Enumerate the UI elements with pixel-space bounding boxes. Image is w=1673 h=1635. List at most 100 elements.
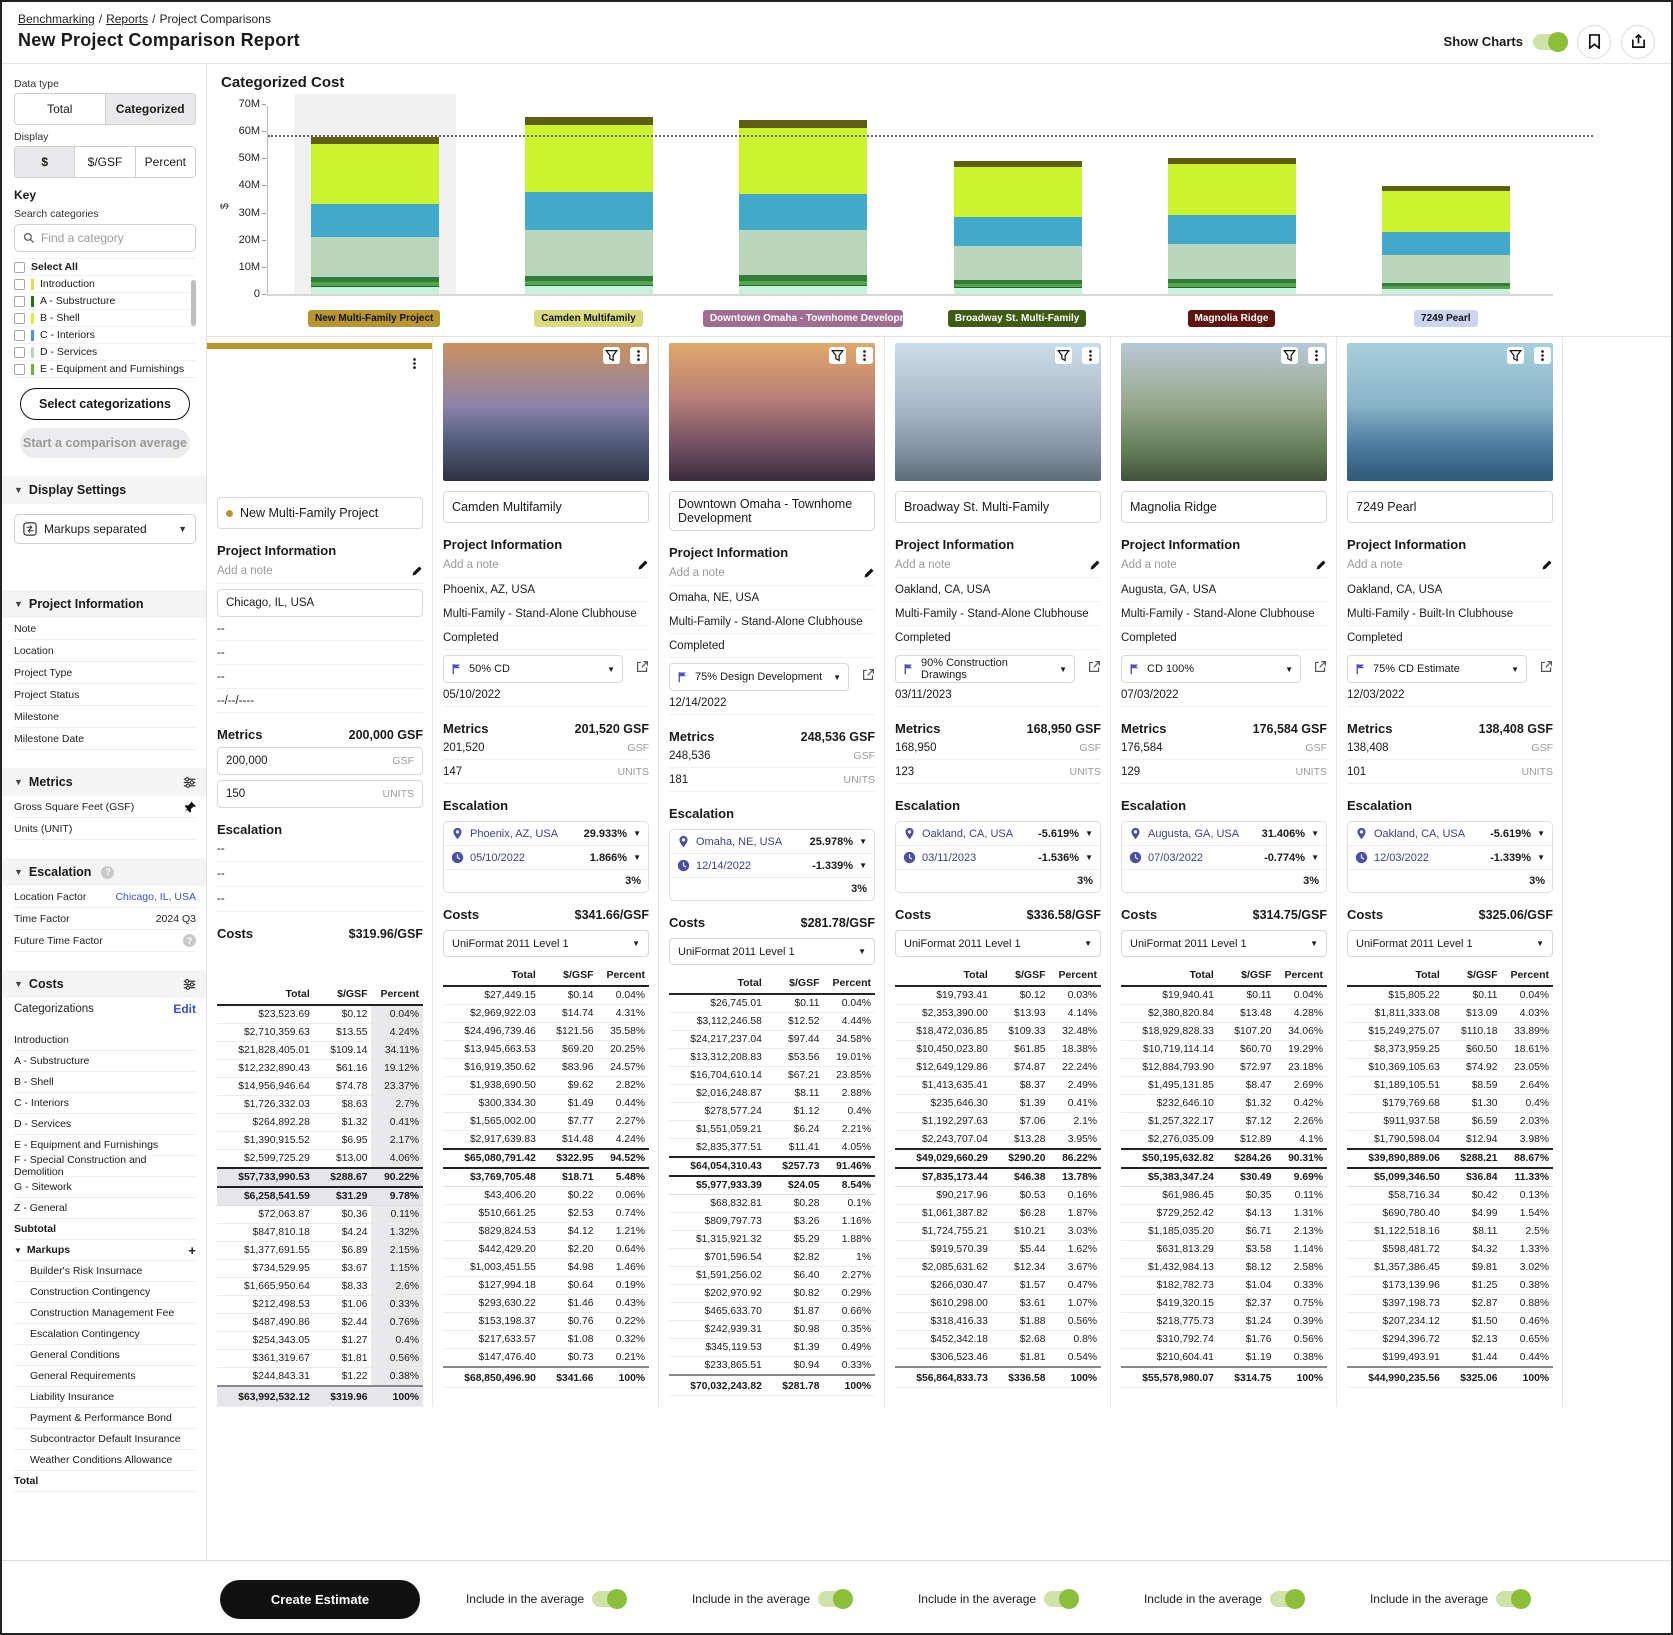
project-photo[interactable] <box>895 343 1101 481</box>
bar-segment-f-special-construction-and-demolition[interactable] <box>311 285 440 287</box>
bar-segment-c-interiors[interactable] <box>953 217 1082 246</box>
filter-icon[interactable] <box>829 347 846 364</box>
costs-section-header[interactable]: ▼ Costs <box>2 970 206 998</box>
add-note-field[interactable]: Add a note <box>669 560 875 586</box>
checkbox[interactable] <box>14 312 25 324</box>
location-input[interactable]: Chicago, IL, USA <box>217 589 423 617</box>
filter-icon[interactable] <box>1281 347 1298 364</box>
data-type-option-categorized[interactable]: Categorized <box>104 94 195 124</box>
bar-segment-e-equipment-and-furnishings[interactable] <box>525 275 654 281</box>
kebab-menu-icon[interactable] <box>630 347 647 364</box>
pencil-icon[interactable] <box>411 565 423 577</box>
bar-segment-e-equipment-and-furnishings[interactable] <box>311 277 440 283</box>
display-option--gsf[interactable]: $/GSF <box>74 147 135 177</box>
open-milestone-icon[interactable] <box>1314 660 1327 673</box>
time-escalation-row[interactable]: 12/14/2022 -1.339% ▼ <box>670 854 874 878</box>
project-name-box[interactable]: Broadway St. Multi-Family <box>895 491 1101 523</box>
include-average-toggle[interactable] <box>1496 1589 1532 1609</box>
checkbox[interactable] <box>14 261 25 273</box>
bar-segment-c-interiors[interactable] <box>1167 215 1296 245</box>
bar-segment-f-special-construction-and-demolition[interactable] <box>1167 286 1296 288</box>
stacked-bar[interactable] <box>739 120 868 294</box>
edit-categorizations-link[interactable]: Edit <box>173 1002 196 1016</box>
stacked-bar[interactable] <box>1167 157 1296 294</box>
select-all-row[interactable]: Select All <box>14 258 196 275</box>
bar-segment-e-equipment-and-furnishings[interactable] <box>1381 282 1510 287</box>
milestone-dropdown[interactable]: CD 100% ▼ <box>1121 655 1301 683</box>
bar-segment-e-equipment-and-furnishings[interactable] <box>953 279 1082 284</box>
stacked-bar[interactable] <box>311 137 440 294</box>
metrics-section-header[interactable]: ▼ Metrics <box>2 768 206 796</box>
bar-segment-f-special-construction-and-demolition[interactable] <box>953 286 1082 288</box>
project-chip[interactable]: Magnolia Ridge <box>1187 310 1276 327</box>
pencil-icon[interactable] <box>1541 559 1553 571</box>
checkbox[interactable] <box>14 278 25 290</box>
project-chip[interactable]: 7249 Pearl <box>1414 310 1478 327</box>
breadcrumb-reports[interactable]: Reports <box>106 12 149 26</box>
bar-segment-a-substructure[interactable] <box>525 285 654 294</box>
project-chip[interactable]: New Multi-Family Project <box>307 310 441 327</box>
display-settings-section-header[interactable]: ▼ Display Settings <box>2 476 206 504</box>
add-note-field[interactable]: Add a note <box>895 552 1101 578</box>
bar-segment-d-services[interactable] <box>1167 244 1296 280</box>
location-escalation-row[interactable]: Oakland, CA, USA -5.619% ▼ <box>1348 822 1552 846</box>
pencil-icon[interactable] <box>1315 559 1327 571</box>
bar-segment-b-shell[interactable] <box>1167 163 1296 216</box>
bar-segment-b-shell[interactable] <box>1381 190 1510 233</box>
checkbox[interactable] <box>14 295 25 307</box>
show-charts-toggle[interactable] <box>1533 31 1568 52</box>
category-row[interactable]: A - Substructure <box>14 292 196 309</box>
add-note-field[interactable]: Add a note <box>217 558 423 584</box>
bar-segment-g-sitework[interactable] <box>953 283 1082 287</box>
bookmark-button[interactable] <box>1577 24 1611 59</box>
sliders-icon[interactable] <box>183 776 196 789</box>
time-escalation-row[interactable]: 07/03/2022 -0.774% ▼ <box>1122 846 1326 870</box>
checkbox[interactable] <box>14 346 25 358</box>
project-name-box[interactable]: Camden Multifamily <box>443 491 649 523</box>
project-name-box[interactable]: 7249 Pearl <box>1347 491 1553 523</box>
time-escalation-row[interactable]: 05/10/2022 1.866% ▼ <box>444 846 648 870</box>
data-type-option-total[interactable]: Total <box>15 94 105 124</box>
add-note-field[interactable]: Add a note <box>1347 552 1553 578</box>
cost-format-dropdown[interactable]: UniFormat 2011 Level 1 ▼ <box>1121 930 1327 957</box>
display-option--[interactable]: $ <box>15 147 75 177</box>
project-name-box[interactable]: Magnolia Ridge <box>1121 491 1327 523</box>
bar-segment-z-general[interactable] <box>1167 157 1296 164</box>
include-average-toggle[interactable] <box>592 1589 628 1609</box>
project-photo[interactable] <box>669 343 875 481</box>
project-name-box[interactable]: New Multi-Family Project <box>217 497 423 529</box>
share-button[interactable] <box>1621 24 1655 59</box>
filter-icon[interactable] <box>603 347 620 364</box>
bar-segment-z-general[interactable] <box>525 117 654 126</box>
bar-segment-g-sitework[interactable] <box>1167 283 1296 287</box>
stacked-bar[interactable] <box>953 161 1082 294</box>
bar-segment-d-services[interactable] <box>525 229 654 276</box>
bar-segment-b-shell[interactable] <box>953 167 1082 218</box>
help-icon[interactable]: ? <box>101 865 115 879</box>
bar-segment-c-interiors[interactable] <box>525 191 654 230</box>
project-photo[interactable] <box>1347 343 1553 481</box>
bar-segment-c-interiors[interactable] <box>739 193 868 230</box>
include-average-toggle[interactable] <box>1270 1589 1306 1609</box>
filter-icon[interactable] <box>1507 347 1524 364</box>
kebab-menu-icon[interactable] <box>1308 347 1325 364</box>
checkbox[interactable] <box>14 363 25 375</box>
cost-format-dropdown[interactable]: UniFormat 2011 Level 1 ▼ <box>895 930 1101 957</box>
cost-format-dropdown[interactable]: UniFormat 2011 Level 1 ▼ <box>669 938 875 965</box>
include-average-toggle[interactable] <box>1044 1589 1080 1609</box>
location-escalation-row[interactable]: Phoenix, AZ, USA 29.933% ▼ <box>444 822 648 846</box>
bar-segment-e-equipment-and-furnishings[interactable] <box>739 275 868 281</box>
bar-segment-d-services[interactable] <box>953 245 1082 280</box>
category-row[interactable]: Introduction <box>14 275 196 292</box>
bar-segment-z-general[interactable] <box>739 120 868 128</box>
location-escalation-row[interactable]: Omaha, NE, USA 25.978% ▼ <box>670 830 874 854</box>
bar-segment-d-services[interactable] <box>739 229 868 276</box>
location-escalation-row[interactable]: Oakland, CA, USA -5.619% ▼ <box>896 822 1100 846</box>
cost-format-dropdown[interactable]: UniFormat 2011 Level 1 ▼ <box>443 930 649 957</box>
category-row[interactable]: E - Equipment and Furnishings <box>14 360 196 377</box>
milestone-dropdown[interactable]: 75% Design Development ▼ <box>669 663 849 691</box>
display-option-percent[interactable]: Percent <box>134 147 195 177</box>
select-categorizations-button[interactable]: Select categorizations <box>20 388 190 420</box>
bar-segment-a-substructure[interactable] <box>1167 287 1296 294</box>
bar-segment-a-substructure[interactable] <box>739 285 868 294</box>
